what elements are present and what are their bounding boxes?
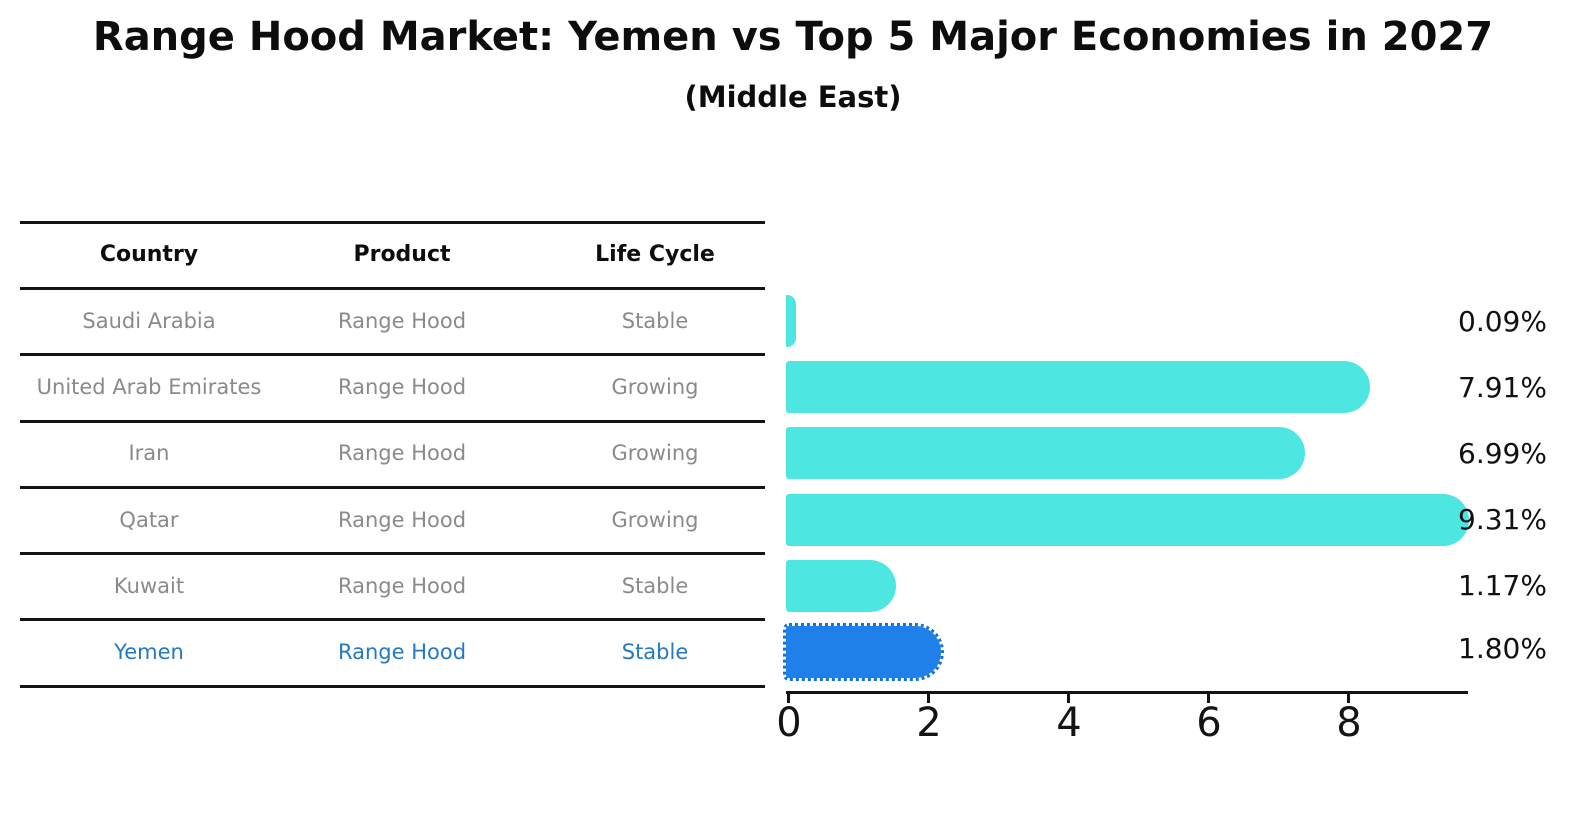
x-axis-tick-label: 6 xyxy=(1196,700,1222,746)
table-cell-product: Range Hood xyxy=(337,375,467,399)
table-cell-country: Qatar xyxy=(119,508,179,532)
value-label: 1.17% xyxy=(1458,569,1547,602)
x-axis-tick-label: 4 xyxy=(1056,700,1082,746)
table-rule xyxy=(20,618,765,621)
table-rule xyxy=(20,420,765,423)
table-cell-country: United Arab Emirates xyxy=(36,375,262,399)
table-rule xyxy=(20,287,765,290)
bar-qatar xyxy=(786,494,1469,546)
table-cell-product: Range Hood xyxy=(337,508,467,532)
column-header-product: Product xyxy=(353,242,451,267)
table-rule xyxy=(20,685,765,688)
x-axis-tick xyxy=(1067,694,1070,703)
table-cell-product: Range Hood xyxy=(337,441,467,465)
chart-subtitle: (Middle East) xyxy=(684,80,902,114)
chart-title: Range Hood Market: Yemen vs Top 5 Major … xyxy=(92,14,1494,60)
table-rule xyxy=(20,353,765,356)
value-label: 0.09% xyxy=(1458,305,1547,338)
table-cell-product-yemen: Range Hood xyxy=(337,640,467,664)
bar-yemen-highlighted xyxy=(783,623,944,681)
bar-iran xyxy=(786,427,1306,479)
table-cell-country: Iran xyxy=(128,441,170,465)
x-axis-tick-label: 2 xyxy=(916,700,942,746)
column-header-country: Country xyxy=(99,242,199,267)
value-label: 9.31% xyxy=(1458,503,1547,536)
x-axis-line xyxy=(786,691,1468,694)
table-cell-lifecycle: Stable xyxy=(621,574,689,598)
bar-kuwait xyxy=(786,560,897,612)
table-cell-lifecycle: Growing xyxy=(611,508,699,532)
x-axis-tick xyxy=(1347,694,1350,703)
table-cell-lifecycle: Growing xyxy=(611,375,699,399)
table-cell-country: Kuwait xyxy=(113,574,185,598)
x-axis-tick xyxy=(1207,694,1210,703)
table-rule xyxy=(20,221,765,224)
table-rule xyxy=(20,552,765,555)
table-rule xyxy=(20,486,765,489)
x-axis-tick xyxy=(787,694,790,703)
x-axis-tick xyxy=(927,694,930,703)
x-axis-tick-label: 8 xyxy=(1336,700,1362,746)
x-axis-tick-label: 0 xyxy=(776,700,802,746)
value-label: 1.80% xyxy=(1458,632,1547,665)
value-label: 6.99% xyxy=(1458,437,1547,470)
table-cell-lifecycle: Stable xyxy=(621,309,689,333)
bar-united-arab-emirates xyxy=(786,361,1371,413)
table-cell-country: Saudi Arabia xyxy=(82,309,216,333)
table-cell-lifecycle-yemen: Stable xyxy=(621,640,689,664)
table-cell-product: Range Hood xyxy=(337,309,467,333)
table-cell-lifecycle: Growing xyxy=(611,441,699,465)
table-cell-country-yemen: Yemen xyxy=(114,640,184,664)
column-header-lifecycle: Life Cycle xyxy=(595,242,715,267)
table-cell-product: Range Hood xyxy=(337,574,467,598)
bar-saudi-arabia xyxy=(786,295,797,347)
value-label: 7.91% xyxy=(1458,371,1547,404)
